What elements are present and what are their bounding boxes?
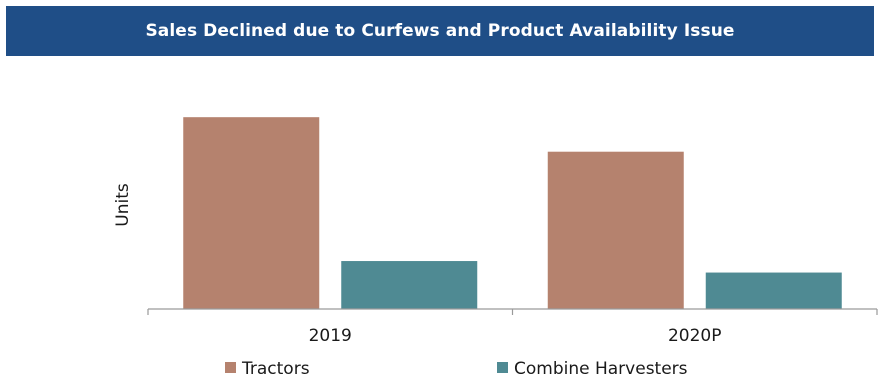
legend-label-tractors: Tractors (241, 359, 310, 379)
x-tick-label-2019: 2019 (309, 326, 352, 346)
chart-title-banner: Sales Declined due to Curfews and Produc… (6, 6, 874, 56)
y-axis-label: Units (113, 183, 133, 227)
bar-tractors-2020p (547, 151, 684, 309)
legend: Tractors Combine Harvesters (225, 359, 688, 379)
legend-swatch-combine-harvesters (497, 362, 508, 373)
legend-swatch-tractors (225, 362, 236, 373)
x-ticks-group: 2019 2020P (147, 309, 878, 346)
bar-combine-harvesters-2019 (341, 261, 478, 309)
x-tick-label-2020p: 2020P (668, 326, 722, 346)
chart-title: Sales Declined due to Curfews and Produc… (145, 21, 735, 41)
bars-group (183, 117, 842, 309)
bar-tractors-2019 (183, 117, 320, 309)
legend-label-combine-harvesters: Combine Harvesters (514, 359, 688, 379)
bar-combine-harvesters-2020p (705, 272, 842, 309)
